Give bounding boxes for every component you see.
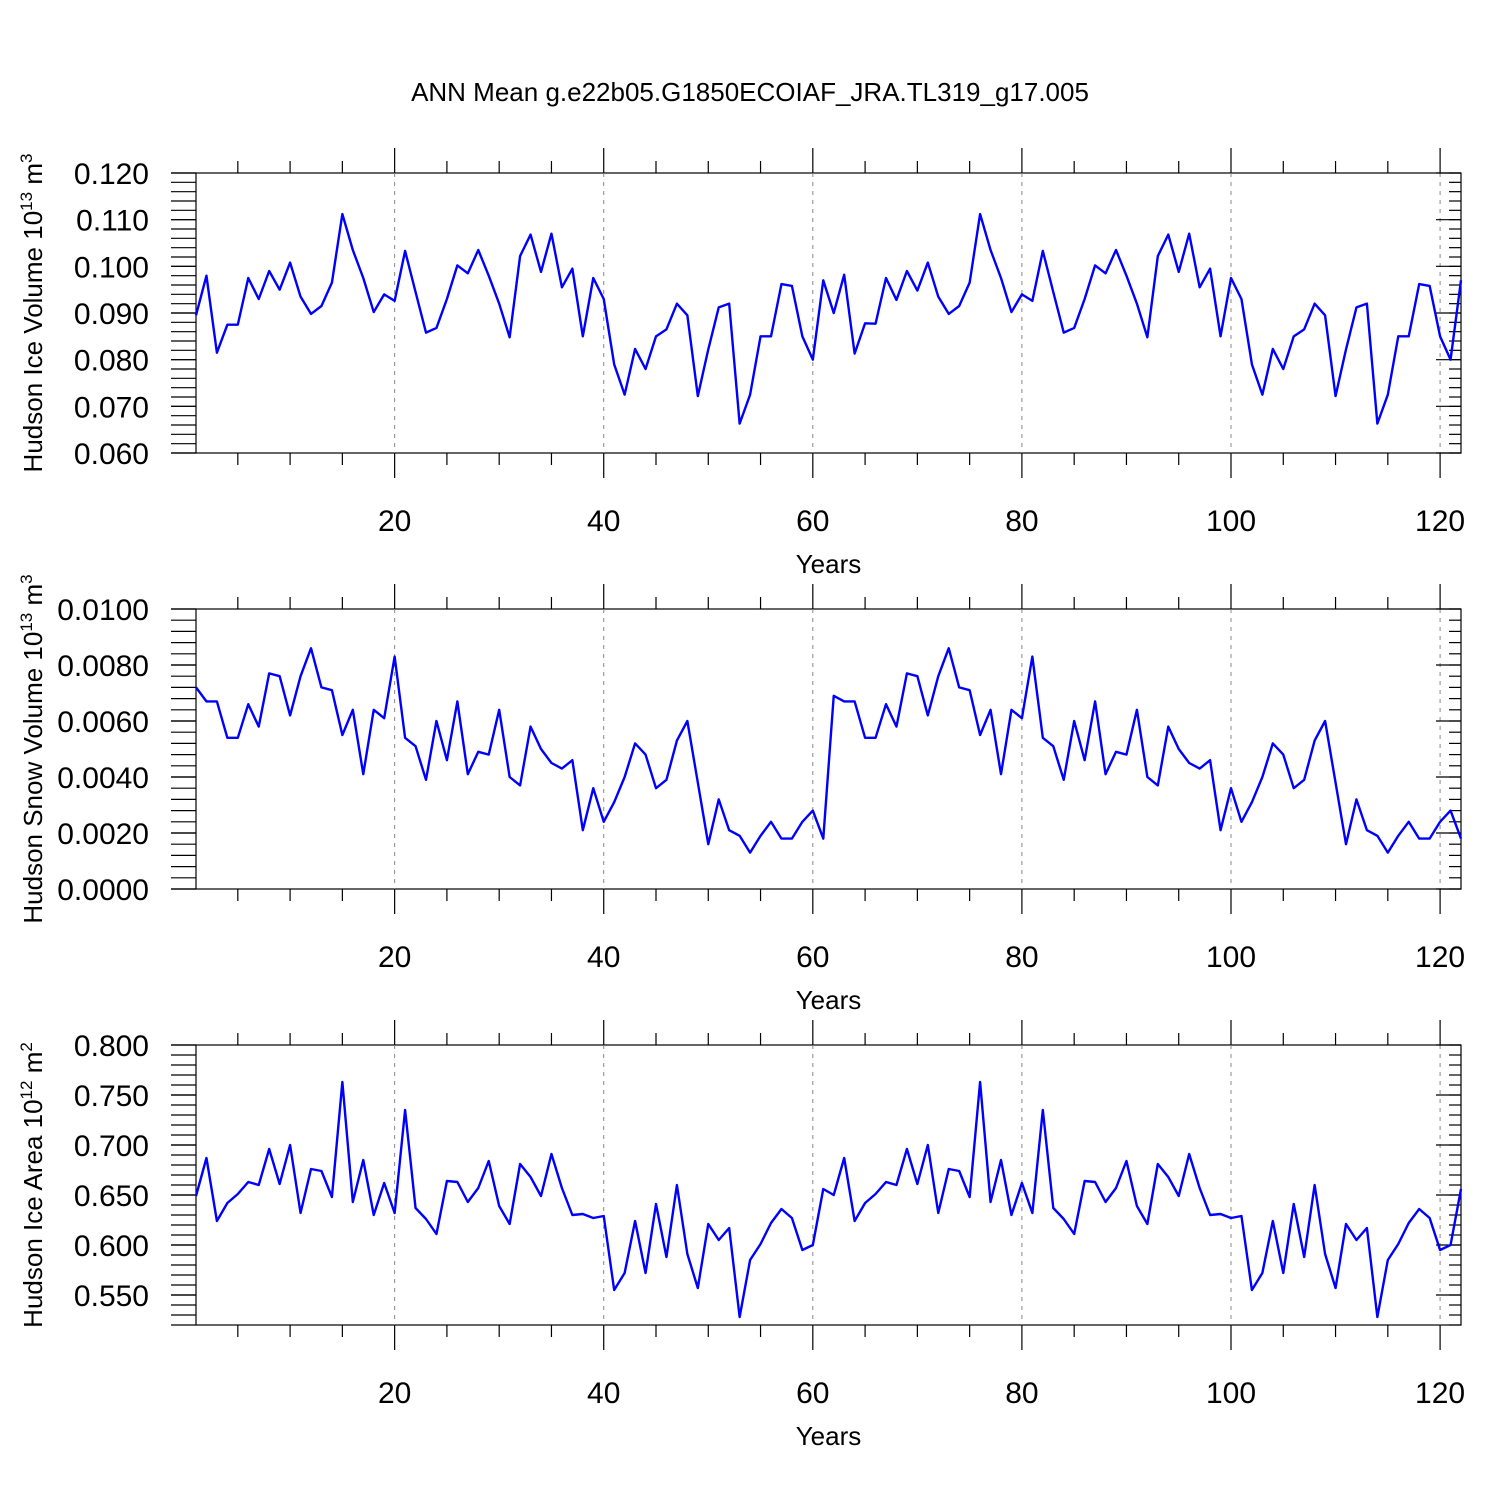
- series-line: [195, 647, 1463, 854]
- y-tick-label: 0.100: [74, 251, 149, 284]
- y-tick-label: 0.060: [74, 438, 149, 471]
- y-tick-label: 0.110: [76, 205, 149, 238]
- y-tick-label: 0.800: [74, 1030, 149, 1063]
- x-tick-label: 20: [378, 941, 411, 974]
- y-tick-label: 0.090: [74, 298, 149, 331]
- plot-frame: [195, 608, 1462, 890]
- x-tick-label: 20: [378, 1377, 411, 1410]
- x-tick-label: 80: [1005, 505, 1038, 538]
- x-tick-label: 120: [1415, 505, 1465, 538]
- x-axis-label: Years: [796, 985, 862, 1015]
- x-tick-label: 120: [1415, 1377, 1465, 1410]
- panel-3: 20 40 60 80 100 120 0.550 0.600 0.650 0.700 0.750 0…: [17, 1020, 1465, 1451]
- x-tick-label: 80: [1005, 1377, 1038, 1410]
- series-line: [194, 212, 1463, 425]
- y-axis-label: Hudson Ice Area 1012 m2: [17, 1042, 48, 1328]
- x-axis-label: Years: [796, 1421, 862, 1451]
- series-line: [194, 1080, 1463, 1319]
- y-tick-label: 0.650: [74, 1180, 149, 1213]
- x-tick-label: 20: [378, 505, 411, 538]
- y-axis-label: Hudson Snow Volume 1013 m3: [17, 574, 48, 923]
- x-tick-label: 60: [796, 941, 829, 974]
- y-tick-label: 0.0000: [57, 874, 149, 907]
- x-tick-label: 100: [1206, 941, 1256, 974]
- x-tick-label: 120: [1415, 941, 1465, 974]
- x-tick-label: 80: [1005, 941, 1038, 974]
- panel-2: 20 40 60 80 100 120 0.0000 0.0020 0.0040 0.0060 0.…: [17, 574, 1465, 1015]
- x-tick-label: 40: [587, 941, 620, 974]
- x-tick-label: 100: [1206, 1377, 1256, 1410]
- y-tick-label: 0.750: [74, 1080, 149, 1113]
- y-tick-label: 0.120: [74, 158, 149, 191]
- y-tick-label: 0.080: [74, 345, 149, 378]
- y-tick-label: 0.0060: [57, 706, 149, 739]
- x-tick-label: 60: [796, 505, 829, 538]
- x-tick-label: 60: [796, 1377, 829, 1410]
- y-tick-label: 0.0040: [57, 762, 149, 795]
- y-tick-label: 0.0080: [57, 650, 149, 683]
- x-tick-label: 100: [1206, 505, 1256, 538]
- y-axis-label: Hudson Ice Volume 1013 m3: [17, 154, 48, 473]
- y-tick-label: 0.0100: [57, 594, 149, 627]
- y-tick-label: 0.700: [74, 1130, 149, 1163]
- y-tick-label: 0.0020: [57, 818, 149, 851]
- y-tick-label: 0.550: [74, 1280, 149, 1313]
- x-tick-label: 40: [587, 1377, 620, 1410]
- y-tick-label: 0.600: [74, 1230, 149, 1263]
- panel-1: 20 40 60 80 100 120 0.060 0.070 0.080 0.090 0.100 0…: [17, 148, 1465, 579]
- y-tick-label: 0.070: [74, 391, 149, 424]
- figure-title: ANN Mean g.e22b05.G1850ECOIAF_JRA.TL319_…: [411, 77, 1089, 107]
- x-axis-label: Years: [796, 549, 862, 579]
- x-tick-label: 40: [587, 505, 620, 538]
- plot-frame: [195, 172, 1462, 454]
